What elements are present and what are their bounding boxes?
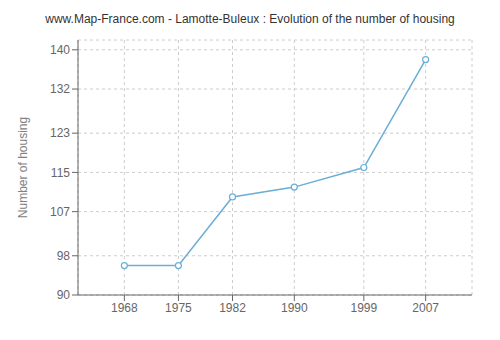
svg-text:1975: 1975 — [165, 301, 192, 315]
svg-text:98: 98 — [57, 249, 71, 263]
svg-text:140: 140 — [50, 43, 70, 57]
svg-text:107: 107 — [50, 205, 70, 219]
svg-text:123: 123 — [50, 126, 70, 140]
svg-text:115: 115 — [51, 166, 70, 180]
svg-text:1999: 1999 — [350, 301, 377, 315]
svg-text:2007: 2007 — [412, 301, 439, 315]
svg-text:1968: 1968 — [111, 301, 138, 315]
html-text:www.Map-France.com - Lamotte-B: www.Map-France.com - Lamotte-Buleux : Ev… — [45, 12, 455, 26]
svg-text:132: 132 — [50, 82, 70, 96]
svg-text:1990: 1990 — [281, 301, 308, 315]
svg-text:90: 90 — [57, 288, 71, 302]
svg-text:1982: 1982 — [219, 301, 246, 315]
svg-text:Number of housing: Number of housing — [16, 117, 30, 218]
